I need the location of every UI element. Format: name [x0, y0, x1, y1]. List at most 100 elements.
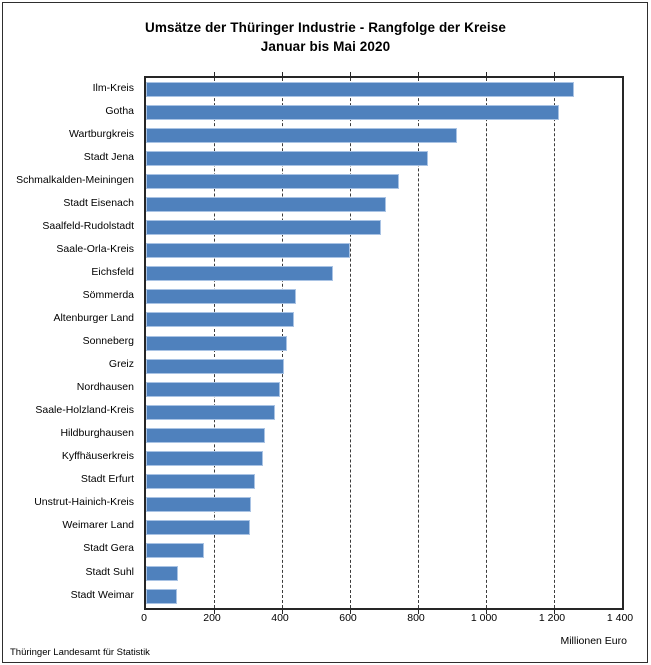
y-axis-label: Unstrut-Hainich-Kreis [34, 496, 134, 509]
bar [146, 174, 400, 190]
bar [146, 450, 264, 466]
chart-title-line1: Umsätze der Thüringer Industrie - Rangfo… [145, 20, 506, 35]
y-axis-label: Schmalkalden-Meiningen [16, 173, 134, 186]
axis-tick [486, 610, 487, 614]
y-axis-label: Stadt Gera [83, 542, 134, 555]
y-axis-label: Saalfeld-Rudolstadt [42, 219, 134, 232]
bar [146, 266, 333, 282]
bar-row [146, 585, 622, 608]
bar [146, 358, 284, 374]
bar [146, 220, 381, 236]
x-axis-labels: 0 200 400 600 800 1 000 1 200 1 400 [141, 612, 633, 626]
x-axis-tick-label: 1 400 [606, 612, 634, 624]
y-axis-label: Stadt Eisenach [63, 196, 134, 209]
x-axis-tick-label: 200 [203, 612, 221, 624]
bar-row [146, 539, 622, 562]
y-axis-label: Greiz [108, 358, 134, 371]
bar-row [146, 493, 622, 516]
chart-title-line2: Januar bis Mai 2020 [260, 39, 391, 54]
grid-line [350, 78, 351, 608]
bar [146, 335, 288, 351]
y-axis-label: Wartburgkreis [69, 127, 134, 140]
bar [146, 289, 296, 305]
bar-row [146, 516, 622, 539]
chart-title: Umsätze der Thüringer Industrie - Rangfo… [0, 18, 651, 56]
bar-row [146, 262, 622, 285]
axis-tick [554, 610, 555, 614]
axis-tick [418, 72, 419, 76]
bar-row [146, 147, 622, 170]
bar-row [146, 562, 622, 585]
bar-row [146, 424, 622, 447]
bar [146, 105, 560, 121]
x-axis-unit-label: Millionen Euro [560, 635, 627, 647]
axis-tick [214, 610, 215, 614]
axis-tick [486, 72, 487, 76]
y-axis-label: Sonneberg [82, 335, 134, 348]
bar [146, 243, 350, 259]
y-axis-label: Stadt Jena [83, 150, 134, 163]
y-axis-label: Gotha [105, 104, 134, 117]
bar [146, 519, 250, 535]
y-axis-label: Saale-Holzland-Kreis [35, 404, 134, 417]
x-axis-tick-label: 400 [271, 612, 289, 624]
axis-tick [350, 72, 351, 76]
y-axis-label: Stadt Erfurt [80, 473, 134, 486]
bar [146, 427, 265, 443]
y-axis-label: Eichsfeld [91, 265, 134, 278]
axis-tick [350, 610, 351, 614]
bar-row [146, 78, 622, 101]
y-axis-label: Stadt Suhl [85, 565, 134, 578]
bar [146, 82, 575, 98]
y-axis-label: Sömmerda [82, 288, 134, 301]
bar [146, 197, 386, 213]
y-axis-labels: Ilm-Kreis Gotha Wartburgkreis Stadt Jena Sch… [0, 76, 134, 606]
grid-line [418, 78, 419, 608]
source-attribution: Thüringer Landesamt für Statistik [10, 647, 150, 658]
bar-row [146, 308, 622, 331]
y-axis-label: Hildburghausen [60, 427, 134, 440]
bar-row [146, 378, 622, 401]
y-axis-label: Nordhausen [76, 381, 134, 394]
axis-tick [282, 610, 283, 614]
bar [146, 542, 204, 558]
bar [146, 496, 252, 512]
bar-row [146, 216, 622, 239]
grid-line [554, 78, 555, 608]
bar [146, 312, 294, 328]
axis-tick [282, 72, 283, 76]
bar-row [146, 332, 622, 355]
bar-row [146, 124, 622, 147]
axis-tick [554, 72, 555, 76]
bar-row [146, 447, 622, 470]
bar [146, 381, 281, 397]
y-axis-label: Stadt Weimar [70, 588, 134, 601]
y-axis-label: Saale-Orla-Kreis [56, 242, 134, 255]
y-axis-label: Altenburger Land [53, 311, 134, 324]
bar [146, 473, 255, 489]
axis-tick [214, 72, 215, 76]
y-axis-label: Kyffhäuserkreis [61, 450, 134, 463]
bar [146, 404, 276, 420]
x-axis-tick-label: 1 200 [538, 612, 566, 624]
bar [146, 589, 177, 605]
plot-area [144, 72, 624, 614]
bar-row [146, 401, 622, 424]
x-axis-tick-label: 1 000 [470, 612, 498, 624]
bar-series [146, 78, 622, 608]
bar-row [146, 170, 622, 193]
bar [146, 566, 179, 581]
grid-line [486, 78, 487, 608]
x-axis-tick-label: 0 [141, 612, 147, 624]
axis-tick [418, 610, 419, 614]
bar-row [146, 101, 622, 124]
x-axis-tick-label: 600 [339, 612, 357, 624]
bar-row [146, 239, 622, 262]
bar-row [146, 355, 622, 378]
x-axis-tick-label: 800 [407, 612, 425, 624]
bar-row [146, 193, 622, 216]
bar [146, 151, 429, 167]
bar-row [146, 285, 622, 308]
y-axis-label: Ilm-Kreis [92, 81, 134, 94]
